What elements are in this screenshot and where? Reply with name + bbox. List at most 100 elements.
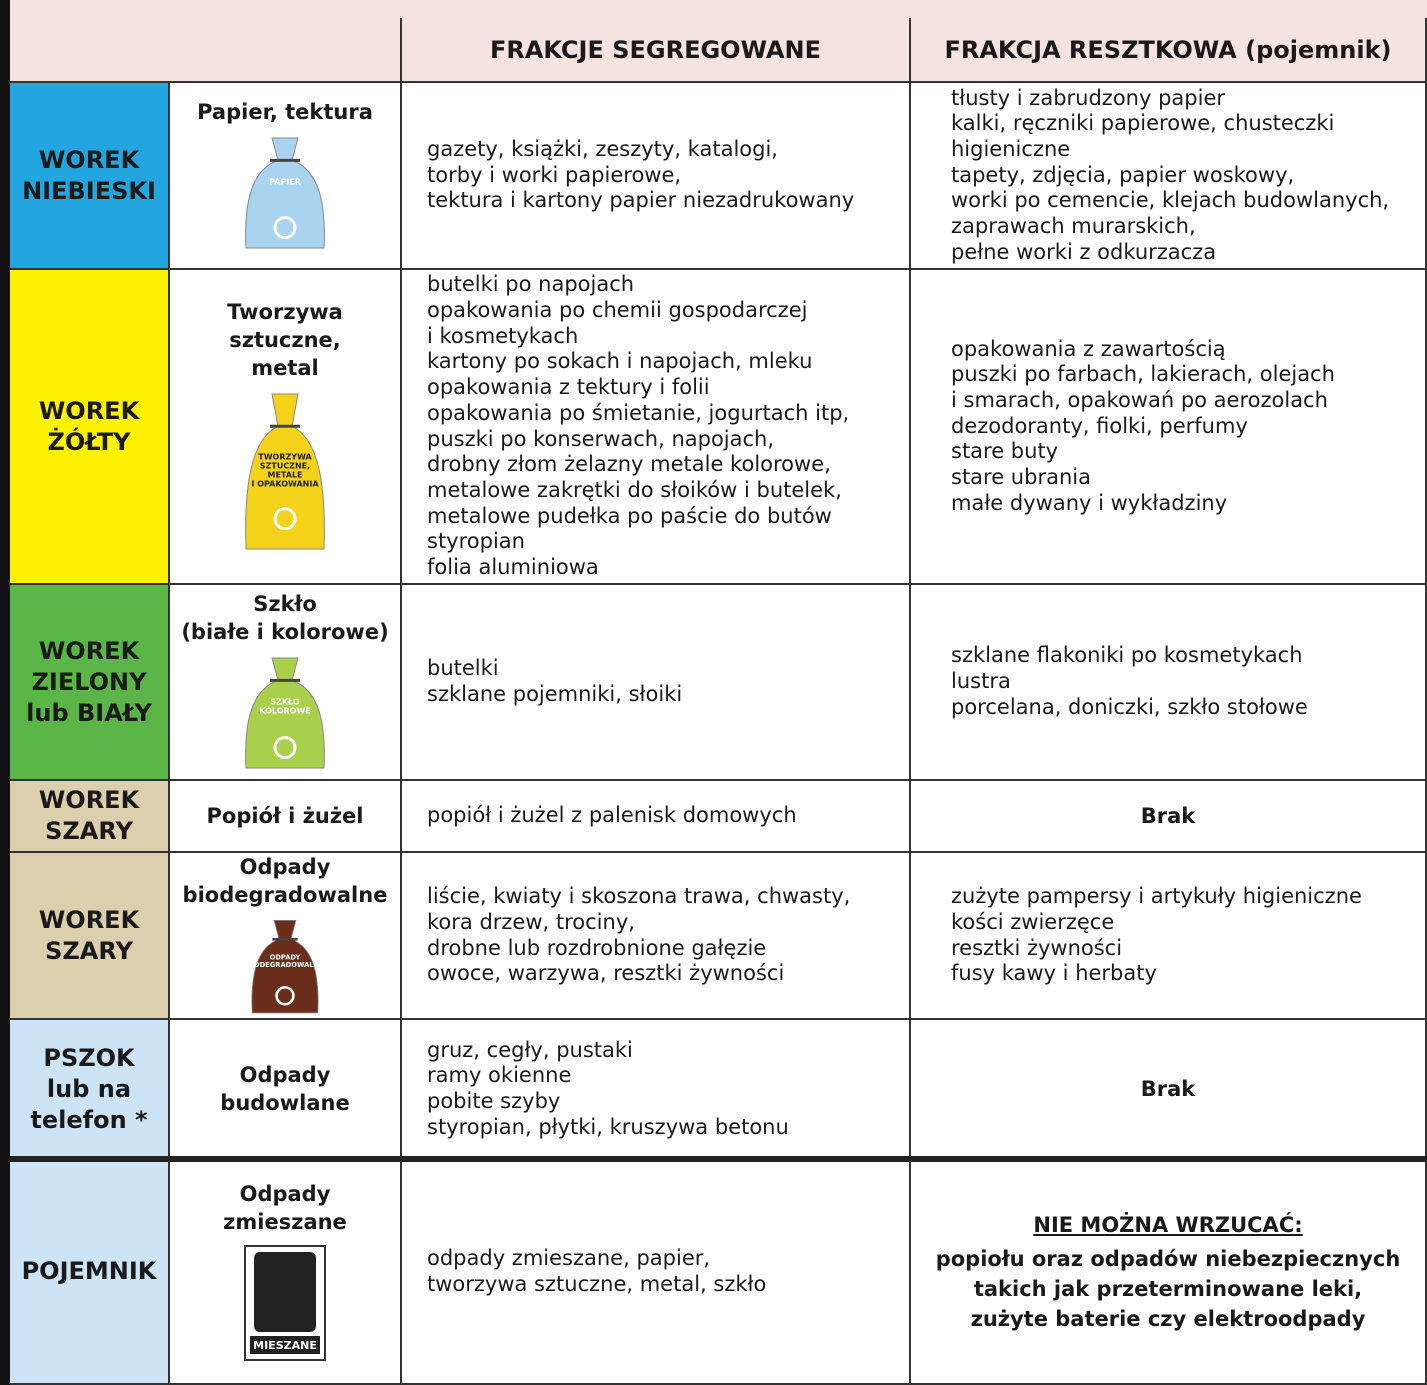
segregated-cell: odpady zmieszane, papier, tworzywa sztucz… <box>402 1160 911 1385</box>
residual-item: lustra <box>951 669 1011 694</box>
bag-part <box>273 215 297 239</box>
bin-label: ŻÓŁTY <box>47 427 131 456</box>
segregated-cell: popiół i żużel z palenisk domowych <box>402 781 911 853</box>
bin-label: WOREK <box>38 396 140 425</box>
bag-label: BIODEGRADOWALNE <box>246 961 324 969</box>
bag-label: MIESZANE <box>253 1339 317 1352</box>
segregated-item: metalowe pudełka po paście do butów <box>427 503 832 528</box>
bin-label: PSZOK <box>43 1043 135 1072</box>
residual-item: stare buty <box>951 439 1059 464</box>
segregated-item: styropian, płytki, kruszywa betonu <box>427 1114 789 1139</box>
category-label: biodegradowalne <box>182 883 388 907</box>
bin-cell: WOREK NIEBIESKI <box>10 83 170 270</box>
bin-cell: PSZOK lub na telefon * <box>10 1020 170 1160</box>
residual-item: szklane flakoniki po kosmetykach <box>951 643 1303 668</box>
category-label: Papier, tektura <box>197 99 373 124</box>
bag-label: SZKŁO <box>270 697 300 706</box>
category-label: budowlane <box>220 1091 350 1115</box>
segregated-item: drobne lub rozdrobnione gałęzie <box>427 935 767 960</box>
bag-label: KOLOROWE <box>259 706 311 715</box>
category-cell: Papier, tektura PAPIER <box>170 83 402 270</box>
segregated-item: ramy okienne <box>427 1063 572 1088</box>
segregated-item: gazety, książki, zeszyty, katalogi, <box>427 136 778 161</box>
residual-cell: zużyte pampersy i artykuły higieniczne ko… <box>911 853 1427 1020</box>
bag-part <box>245 393 325 550</box>
header-text: FRAKCJE SEGREGOWANE <box>489 35 822 64</box>
segregated-item: folia aluminiowa <box>427 555 599 580</box>
bin-label: lub BIAŁY <box>26 698 152 727</box>
category-cell: Popiół i żużel <box>170 781 402 853</box>
residual-item: dezodoranty, fiolki, perfumy <box>951 413 1248 438</box>
category-label: sztuczne, <box>229 328 341 352</box>
segregated-item: drobny złom żelazny metale kolorowe, <box>427 452 831 477</box>
bag-part <box>275 986 295 1006</box>
separator-line <box>10 1156 1427 1162</box>
residual-item: pełne worki z odkurzacza <box>951 239 1217 264</box>
bag-label: ODPADY <box>270 953 301 961</box>
bin-label: WOREK <box>38 786 140 814</box>
segregated-item: butelki <box>427 656 499 681</box>
segregated-item: torby i worki papierowe, <box>427 162 682 187</box>
residual-cell: szklane flakoniki po kosmetykach lustra po… <box>911 585 1427 781</box>
column-header: FRAKCJE SEGREGOWANE <box>402 18 911 83</box>
residual-item: worki po cemencie, klejach budowlanych, <box>951 188 1390 213</box>
residual-item: popiołu oraz odpadów niebezpiecznych <box>935 1246 1401 1271</box>
residual-item: puszki po farbach, lakierach, olejach <box>951 362 1335 387</box>
bin-label: WOREK <box>38 636 140 665</box>
category-label: Odpady <box>239 1181 331 1206</box>
bin-cell: WOREK ŻÓŁTY <box>10 270 170 585</box>
bin-cell: WOREK SZARY <box>10 853 170 1020</box>
segregated-cell: gazety, książki, zeszyty, katalogi, torby… <box>402 83 911 270</box>
residual-cell: Brak <box>911 781 1427 853</box>
segregated-item: metalowe zakrętki do słoików i butelek, <box>427 477 842 502</box>
bin-label: POJEMNIK <box>21 1257 157 1285</box>
segregated-item: opakowania po śmietanie, jogurtach itp, <box>427 400 850 425</box>
residual-item: opakowania z zawartością <box>951 336 1226 361</box>
residual-item: stare ubrania <box>951 465 1091 490</box>
residual-item: tapety, zdjęcia, papier woskowy, <box>951 162 1295 187</box>
residual-item: zużyte baterie czy elektroodpady <box>970 1306 1366 1331</box>
segregated-item: pobite szyby <box>427 1089 561 1113</box>
residual-item: resztki żywności <box>951 935 1123 960</box>
residual-cell: tłusty i zabrudzony papier kalki, ręcznik… <box>911 83 1427 270</box>
header-blank <box>10 18 402 83</box>
segregated-item: kora drzew, trociny, <box>427 909 635 934</box>
segregated-item: i kosmetykach <box>427 323 579 348</box>
segregated-item: szklane pojemniki, słoiki <box>427 682 683 706</box>
bag-part <box>254 1251 316 1332</box>
bag-part <box>245 137 325 248</box>
residual-item: fusy kawy i herbaty <box>951 961 1157 986</box>
segregated-item: owoce, warzywa, resztki żywności <box>427 961 785 986</box>
segregated-item: liście, kwiaty i skoszona trawa, chwasty… <box>427 884 851 909</box>
bag-part <box>251 919 319 1014</box>
bag-icon: MIESZANE <box>244 1244 326 1361</box>
segregated-item: tektura i kartony papier niezadrukowany <box>427 188 855 213</box>
residual-cell: Brak <box>911 1020 1427 1160</box>
residual-item: higieniczne <box>951 136 1071 161</box>
category-label: Popiół i żużel <box>206 804 364 828</box>
category-label: zmieszane <box>223 1209 347 1234</box>
segregated-item: opakowania po chemii gospodarczej <box>427 297 808 322</box>
bin-cell: POJEMNIK <box>10 1160 170 1385</box>
bag-label: PAPIER <box>269 177 301 186</box>
residual-item: i smarach, opakowań po aerozolach <box>951 387 1328 412</box>
residual-item: małe dywany i wykładziny <box>951 490 1228 515</box>
category-label: (białe i kolorowe) <box>181 620 389 644</box>
bin-label: SZARY <box>45 817 133 845</box>
bin-cell: WOREK SZARY <box>10 781 170 853</box>
bin-label: ZIELONY <box>31 667 147 696</box>
segregated-cell: butelki po napojach opakowania po chemii … <box>402 270 911 585</box>
residual-heading: NIE MOŻNA WRZUCAĆ: <box>1033 1212 1303 1237</box>
bag-part <box>273 736 297 760</box>
top-strip <box>10 0 1427 20</box>
segregated-cell: butelki szklane pojemniki, słoiki <box>402 585 911 781</box>
residual-item: kości zwierzęce <box>951 909 1115 934</box>
bin-label: telefon * <box>30 1105 148 1134</box>
segregated-item: butelki po napojach <box>427 272 635 297</box>
category-label: Odpady <box>239 1063 331 1087</box>
category-cell: Odpady zmieszane MIESZANE <box>170 1160 402 1385</box>
bag-label: SZTUCZNE, <box>260 461 310 470</box>
